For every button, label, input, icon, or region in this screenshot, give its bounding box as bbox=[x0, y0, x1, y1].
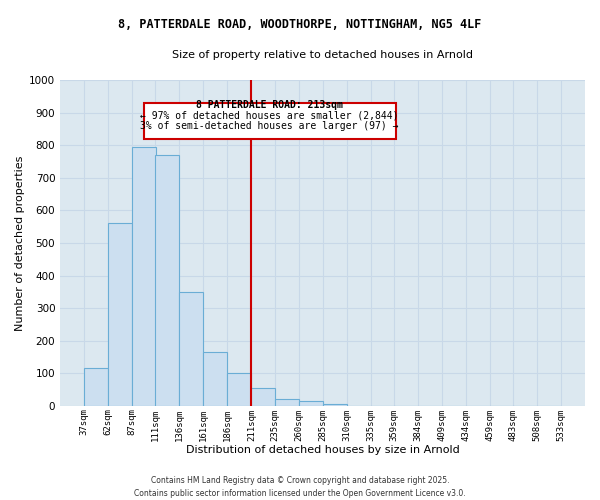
Bar bbox=[132, 147, 156, 406]
Text: ← 97% of detached houses are smaller (2,844): ← 97% of detached houses are smaller (2,… bbox=[140, 111, 399, 121]
Bar bbox=[84, 368, 108, 406]
Title: Size of property relative to detached houses in Arnold: Size of property relative to detached ho… bbox=[172, 50, 473, 60]
Text: 3% of semi-detached houses are larger (97) →: 3% of semi-detached houses are larger (9… bbox=[140, 120, 399, 130]
Bar bbox=[323, 404, 347, 406]
Text: 8, PATTERDALE ROAD, WOODTHORPE, NOTTINGHAM, NG5 4LF: 8, PATTERDALE ROAD, WOODTHORPE, NOTTINGH… bbox=[118, 18, 482, 30]
Y-axis label: Number of detached properties: Number of detached properties bbox=[15, 156, 25, 330]
Bar bbox=[299, 401, 323, 406]
Bar bbox=[251, 388, 275, 406]
Bar bbox=[203, 352, 227, 406]
Bar bbox=[227, 373, 251, 406]
Text: Contains HM Land Registry data © Crown copyright and database right 2025.
Contai: Contains HM Land Registry data © Crown c… bbox=[134, 476, 466, 498]
Text: 8 PATTERDALE ROAD: 213sqm: 8 PATTERDALE ROAD: 213sqm bbox=[196, 100, 343, 110]
Bar bbox=[108, 224, 132, 406]
Bar bbox=[179, 292, 203, 406]
FancyBboxPatch shape bbox=[144, 103, 395, 139]
Bar bbox=[155, 155, 179, 406]
Bar bbox=[275, 400, 299, 406]
X-axis label: Distribution of detached houses by size in Arnold: Distribution of detached houses by size … bbox=[186, 445, 460, 455]
